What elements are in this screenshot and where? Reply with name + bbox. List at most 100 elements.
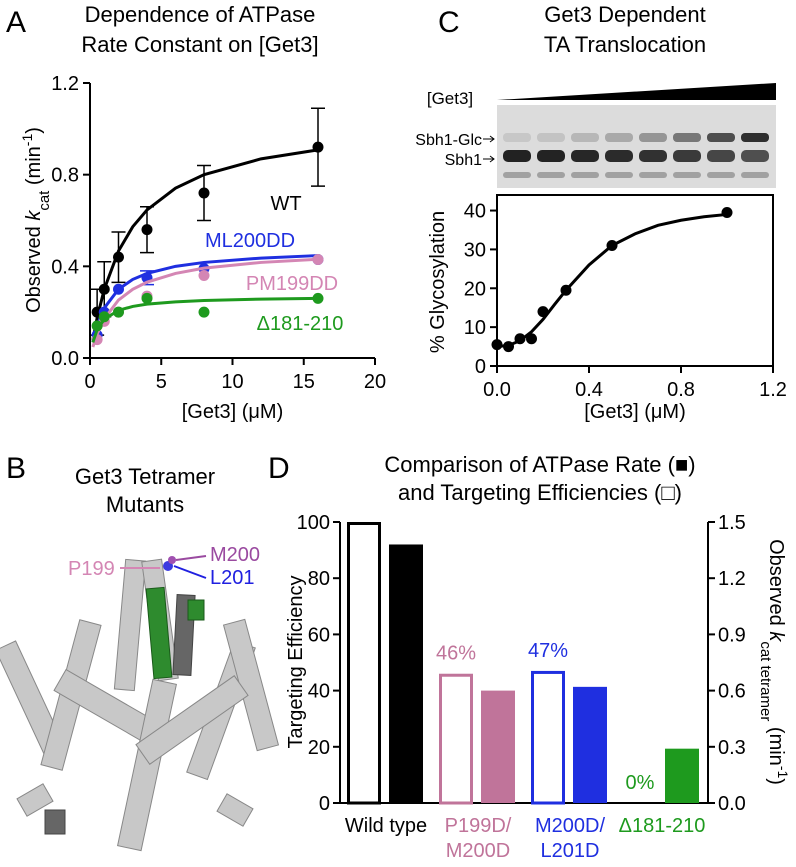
data-point bbox=[312, 292, 324, 304]
gel-image bbox=[497, 105, 776, 188]
data-point bbox=[491, 339, 503, 351]
data-point bbox=[312, 253, 324, 265]
y-tick-label: 0 bbox=[475, 356, 486, 378]
bar bbox=[481, 690, 515, 803]
residue-label: P199 bbox=[68, 558, 115, 580]
panel-letter: A bbox=[6, 6, 26, 39]
data-point bbox=[113, 306, 124, 318]
residue-label: M200 bbox=[210, 544, 260, 566]
series-label: WT bbox=[270, 193, 301, 215]
value-label: 47% bbox=[528, 640, 568, 662]
y-tick-label: 40 bbox=[464, 201, 486, 223]
label-part: (min bbox=[23, 146, 45, 190]
y-tick-label: 0 bbox=[319, 793, 330, 815]
y2-tick-label: 0.0 bbox=[718, 793, 746, 815]
data-point bbox=[537, 306, 549, 318]
x-tick-label: L201D bbox=[541, 840, 600, 862]
bar bbox=[665, 748, 699, 803]
y2-axis-label: Observed kcat tetramer (min-1) bbox=[758, 539, 792, 785]
gel-band bbox=[639, 150, 667, 162]
x-tick-label: 0 bbox=[84, 371, 95, 393]
label-part: ) bbox=[23, 127, 45, 134]
y2-tick-label: 1.5 bbox=[718, 512, 746, 534]
y-tick-label: 100 bbox=[297, 512, 330, 534]
x-tick-label: M200D bbox=[446, 840, 510, 862]
x-tick-label: M200D/ bbox=[535, 815, 605, 837]
data-point bbox=[98, 283, 110, 295]
gel-band bbox=[571, 172, 599, 178]
bar bbox=[389, 544, 423, 803]
x-tick-label: 0.8 bbox=[667, 379, 695, 401]
gel-band bbox=[537, 172, 565, 178]
band-label: Sbh1 bbox=[445, 152, 482, 169]
data-point bbox=[98, 311, 110, 323]
y-tick-label: 0.8 bbox=[51, 165, 79, 187]
y2-tick-label: 0.9 bbox=[718, 624, 746, 646]
y2-tick-label: 0.3 bbox=[718, 737, 746, 759]
x-axis-label: [Get3] (μM) bbox=[182, 401, 284, 423]
x-tick-label: 1.2 bbox=[759, 379, 787, 401]
chart-title: TA Translocation bbox=[544, 32, 706, 57]
fit-curve bbox=[91, 148, 319, 341]
gel-band bbox=[503, 172, 531, 178]
y-tick-label: 40 bbox=[308, 681, 330, 703]
chart-title: Get3 Dependent bbox=[544, 2, 705, 27]
label-part: k bbox=[23, 210, 45, 221]
protein-structure: P199 M200 L201 bbox=[0, 544, 280, 852]
chart-title: Dependence of ATPase bbox=[85, 2, 316, 27]
bar bbox=[573, 686, 607, 803]
data-point bbox=[198, 306, 210, 318]
x-tick-label: 0.0 bbox=[483, 379, 511, 401]
gel-band bbox=[605, 133, 633, 142]
bar bbox=[439, 673, 473, 805]
data-point bbox=[198, 187, 210, 199]
x-tick-label: 0.4 bbox=[575, 379, 603, 401]
y-tick-label: 0.0 bbox=[51, 348, 79, 370]
panel-letter: B bbox=[6, 452, 26, 485]
x-tick-label: P199D/ bbox=[445, 815, 512, 837]
gel-band bbox=[571, 133, 599, 142]
y-tick-label: 10 bbox=[464, 317, 486, 339]
y-axis-label: % Glycosylation bbox=[427, 211, 449, 353]
gel-band bbox=[741, 150, 769, 162]
data-point bbox=[113, 283, 124, 295]
data-point bbox=[526, 333, 537, 345]
gel-band bbox=[707, 150, 735, 162]
gel-band bbox=[639, 133, 667, 142]
label-part: (min bbox=[765, 721, 787, 765]
plot-frame bbox=[496, 194, 774, 367]
label-part: k bbox=[765, 631, 787, 642]
bar bbox=[531, 670, 565, 805]
data-point bbox=[113, 251, 124, 263]
x-tick-label: 10 bbox=[221, 371, 243, 393]
structure-title: Get3 Tetramer bbox=[75, 464, 215, 489]
data-point bbox=[141, 292, 153, 304]
y-tick-label: 20 bbox=[464, 278, 486, 300]
panel-letter: D bbox=[268, 452, 290, 485]
label-part: Observed bbox=[765, 539, 787, 631]
x-tick-label: 5 bbox=[156, 371, 167, 393]
gel-band bbox=[503, 133, 531, 142]
label-part: cat tetramer bbox=[758, 641, 775, 721]
gel-band bbox=[639, 172, 667, 178]
chart-title: Comparison of ATPase Rate (■) bbox=[384, 452, 695, 477]
data-point bbox=[606, 240, 618, 252]
gel-band bbox=[741, 133, 769, 142]
gel-band bbox=[673, 172, 701, 178]
gel-band bbox=[605, 150, 633, 162]
gel-band bbox=[605, 172, 633, 178]
y-tick-label: 0.4 bbox=[51, 256, 79, 278]
x-axis-label: [Get3] (μM) bbox=[584, 401, 686, 423]
gel-band bbox=[537, 133, 565, 142]
gel-band bbox=[673, 133, 701, 142]
band-arrow bbox=[483, 135, 495, 163]
gel-band bbox=[707, 133, 735, 142]
label-part: Observed bbox=[23, 221, 45, 313]
gel-band bbox=[537, 150, 565, 162]
fit-curve bbox=[496, 212, 728, 349]
x-tick-label: 15 bbox=[293, 371, 315, 393]
panel-letter: C bbox=[438, 6, 460, 39]
data-point bbox=[141, 224, 153, 236]
y2-tick-label: 0.6 bbox=[718, 681, 746, 703]
